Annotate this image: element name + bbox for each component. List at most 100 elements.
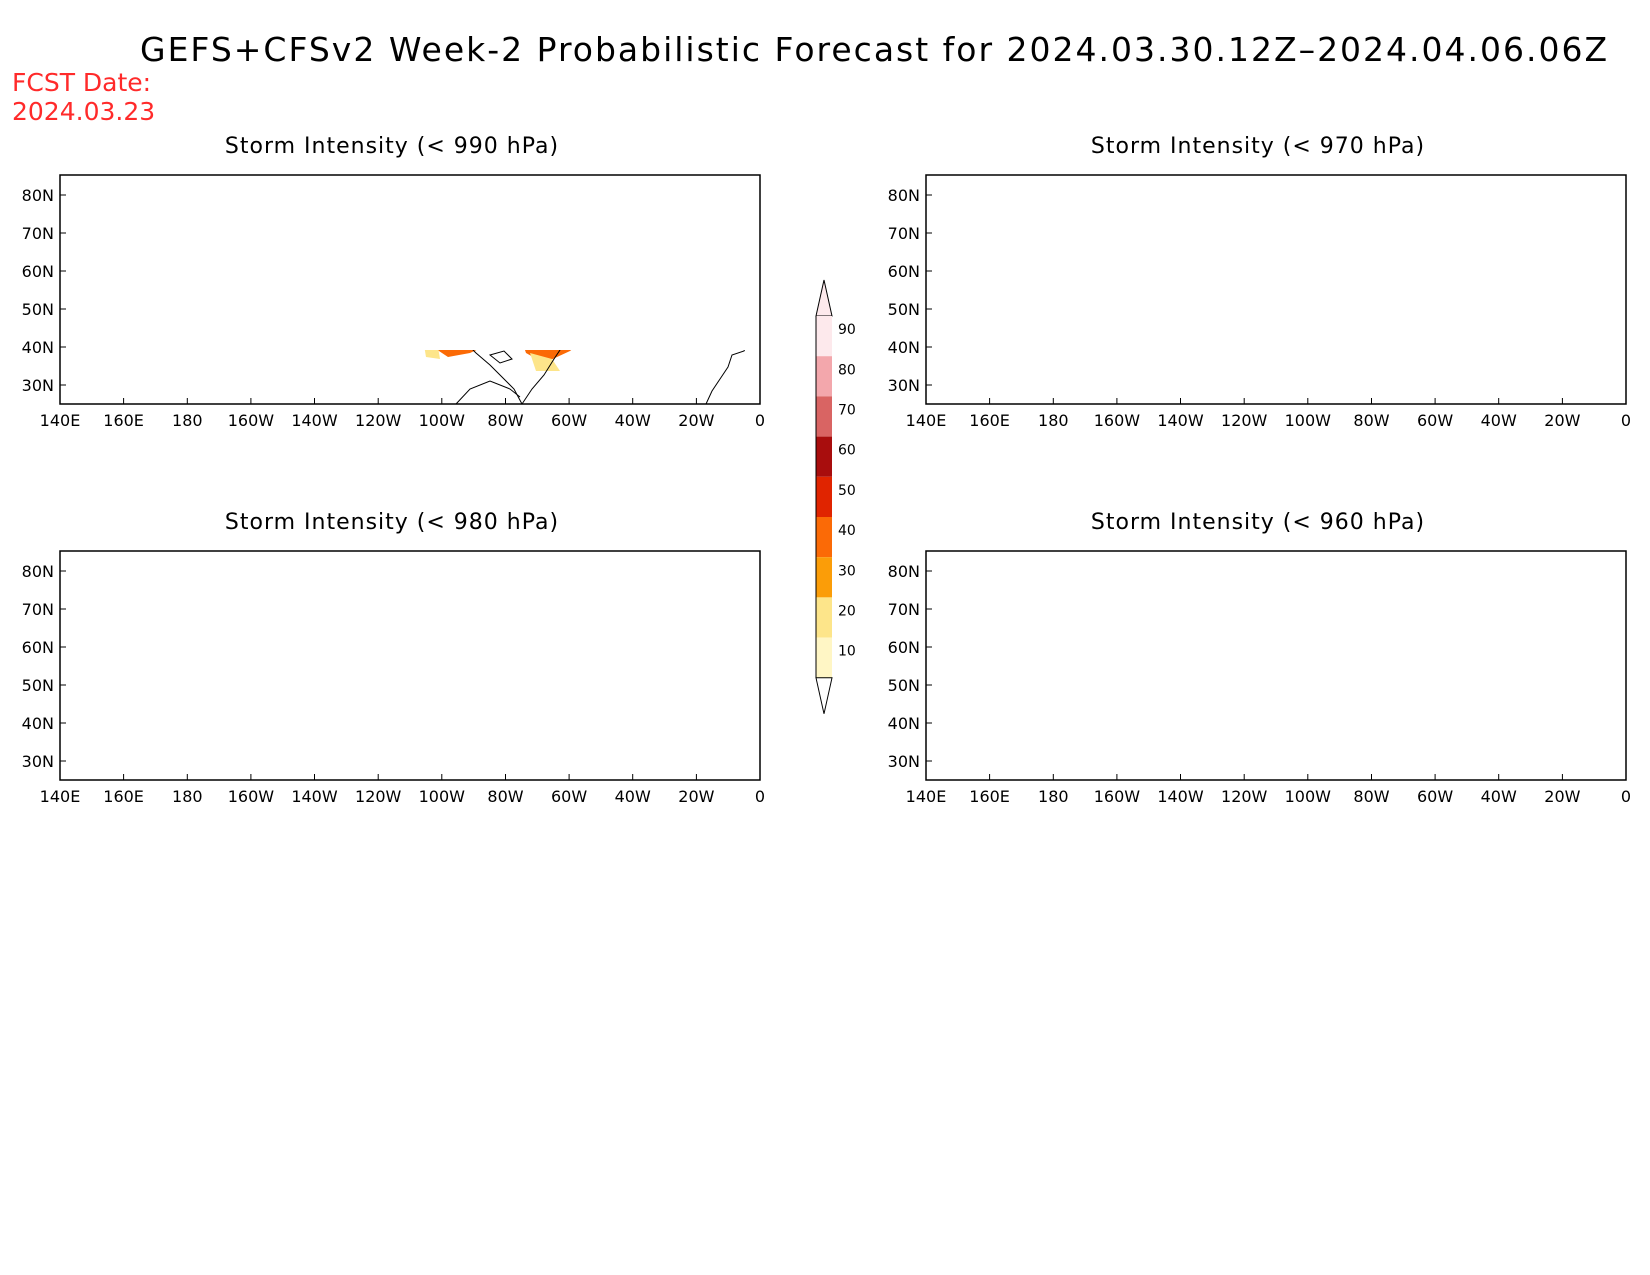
lon-label: 20W — [1544, 411, 1580, 430]
lon-label: 40W — [615, 411, 651, 430]
lat-label: 80N — [22, 562, 54, 581]
colorbar-label: 20 — [838, 603, 856, 619]
lat-label: 50N — [888, 300, 920, 319]
lat-label: 50N — [22, 676, 54, 695]
lat-label: 50N — [22, 300, 54, 319]
lon-label: 60W — [551, 787, 587, 806]
lon-label: 160E — [103, 787, 144, 806]
colorbar-swatch — [816, 597, 832, 638]
lon-label: 80W — [1353, 787, 1389, 806]
lon-label: 40W — [1481, 411, 1517, 430]
colorbar-label: 90 — [838, 322, 856, 338]
lat-label: 60N — [888, 638, 920, 657]
lon-label: 20W — [678, 787, 714, 806]
lon-label: 160E — [103, 411, 144, 430]
map-panel-p990: Storm Intensity (< 990 hPa) 80N 70N 60N 50N 4… — [22, 134, 765, 430]
lat-label: 60N — [22, 262, 54, 281]
lon-label: 140E — [906, 787, 947, 806]
lon-label: 40W — [615, 787, 651, 806]
lat-label: 80N — [888, 186, 920, 205]
lon-label: 60W — [551, 411, 587, 430]
lat-label: 40N — [888, 714, 920, 733]
colorbar-swatch — [816, 356, 832, 397]
colorbar-swatch — [816, 396, 832, 437]
lon-label: 140E — [40, 787, 81, 806]
lon-label: 0 — [755, 787, 765, 806]
colorbar-label: 10 — [838, 644, 856, 660]
colorbar: 90 80 70 60 50 40 30 20 10 — [815, 279, 856, 714]
lon-label: 100W — [1285, 411, 1332, 430]
lon-label: 180 — [172, 411, 203, 430]
lon-label: 60W — [1417, 787, 1453, 806]
lon-label: 0 — [1621, 411, 1631, 430]
lat-label: 80N — [22, 186, 54, 205]
lon-label: 160E — [969, 787, 1010, 806]
lat-label: 30N — [888, 376, 920, 395]
lon-label: 160W — [228, 787, 275, 806]
colorbar-label: 70 — [838, 402, 856, 418]
forecast-date-value: 2024.03.23 — [12, 97, 156, 126]
panel-title-p960: Storm Intensity (< 960 hPa) — [1091, 510, 1425, 535]
lon-label: 160E — [969, 411, 1010, 430]
colorbar-label: 30 — [838, 563, 856, 579]
lon-label: 80W — [487, 787, 523, 806]
lon-label: 80W — [1353, 411, 1389, 430]
colorbar-swatch — [816, 637, 832, 678]
panel-title-p990: Storm Intensity (< 990 hPa) — [225, 134, 559, 159]
panel-title-p970: Storm Intensity (< 970 hPa) — [1091, 134, 1425, 159]
lat-label: 70N — [888, 224, 920, 243]
panel-title-p980: Storm Intensity (< 980 hPa) — [225, 510, 559, 535]
lon-label: 0 — [1621, 787, 1631, 806]
colorbar-swatch — [816, 557, 832, 598]
lon-label: 180 — [172, 787, 203, 806]
colorbar-swatch — [816, 316, 832, 357]
lat-label: 50N — [888, 676, 920, 695]
lon-label: 120W — [355, 411, 402, 430]
lat-label: 70N — [888, 600, 920, 619]
colorbar-label: 40 — [838, 523, 856, 539]
lat-label: 60N — [22, 638, 54, 657]
lon-label: 20W — [678, 411, 714, 430]
lon-label: 160W — [1094, 411, 1141, 430]
lat-label: 80N — [888, 562, 920, 581]
lon-label: 100W — [419, 411, 466, 430]
lon-label: 140W — [291, 787, 338, 806]
colorbar-label: 60 — [838, 443, 856, 459]
lon-label: 180 — [1038, 787, 1069, 806]
lat-label: 70N — [22, 224, 54, 243]
lon-label: 100W — [1285, 787, 1332, 806]
colorbar-swatch — [816, 436, 832, 477]
forecast-date: FCST Date: 2024.03.23 — [12, 68, 155, 126]
lon-label: 140W — [291, 411, 338, 430]
coastline-map — [455, 350, 745, 405]
lon-label: 100W — [419, 787, 466, 806]
lon-label: 140E — [40, 411, 81, 430]
colorbar-swatch — [816, 517, 832, 558]
lon-label: 40W — [1481, 787, 1517, 806]
lon-label: 140E — [906, 411, 947, 430]
lon-label: 140W — [1157, 787, 1204, 806]
lat-label: 30N — [888, 752, 920, 771]
lat-label: 40N — [22, 714, 54, 733]
lon-label: 180 — [1038, 411, 1069, 430]
colorbar-label: 50 — [838, 483, 856, 499]
lon-label: 160W — [228, 411, 275, 430]
lon-label: 140W — [1157, 411, 1204, 430]
lon-label: 80W — [487, 411, 523, 430]
lat-label: 40N — [22, 338, 54, 357]
lat-label: 30N — [22, 752, 54, 771]
lat-label: 60N — [888, 262, 920, 281]
lon-label: 20W — [1544, 787, 1580, 806]
map-panel-p970: Storm Intensity (< 970 hPa) 80N 70N 60N 50N 4… — [888, 134, 1631, 430]
map-panel-p980: Storm Intensity (< 980 hPa) 80N 70N 60N 50N 4… — [22, 510, 765, 806]
probability-shading — [424, 350, 572, 371]
lat-label: 40N — [888, 338, 920, 357]
lat-label: 70N — [22, 600, 54, 619]
map-frame — [925, 550, 1627, 781]
forecast-date-label: FCST Date: — [12, 68, 152, 97]
lat-label: 30N — [22, 376, 54, 395]
colorbar-swatch — [816, 476, 832, 517]
lon-label: 120W — [1221, 411, 1268, 430]
main-title: GEFS+CFSv2 Week-2 Probabilistic Forecast… — [140, 30, 1610, 69]
